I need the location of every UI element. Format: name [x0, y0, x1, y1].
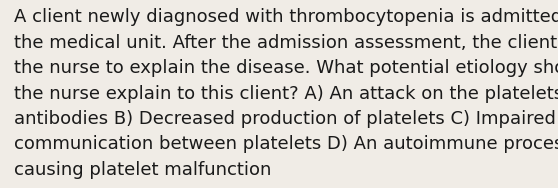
Text: the nurse explain to this client? A) An attack on the platelets by: the nurse explain to this client? A) An …: [14, 85, 558, 103]
Text: the medical unit. After the admission assessment, the client asks: the medical unit. After the admission as…: [14, 34, 558, 52]
Text: communication between platelets D) An autoimmune process: communication between platelets D) An au…: [14, 135, 558, 153]
Text: A client newly diagnosed with thrombocytopenia is admitted to: A client newly diagnosed with thrombocyt…: [14, 8, 558, 27]
Text: causing platelet malfunction: causing platelet malfunction: [14, 161, 271, 179]
Text: antibodies B) Decreased production of platelets C) Impaired: antibodies B) Decreased production of pl…: [14, 110, 556, 128]
Text: the nurse to explain the disease. What potential etiology should: the nurse to explain the disease. What p…: [14, 59, 558, 77]
